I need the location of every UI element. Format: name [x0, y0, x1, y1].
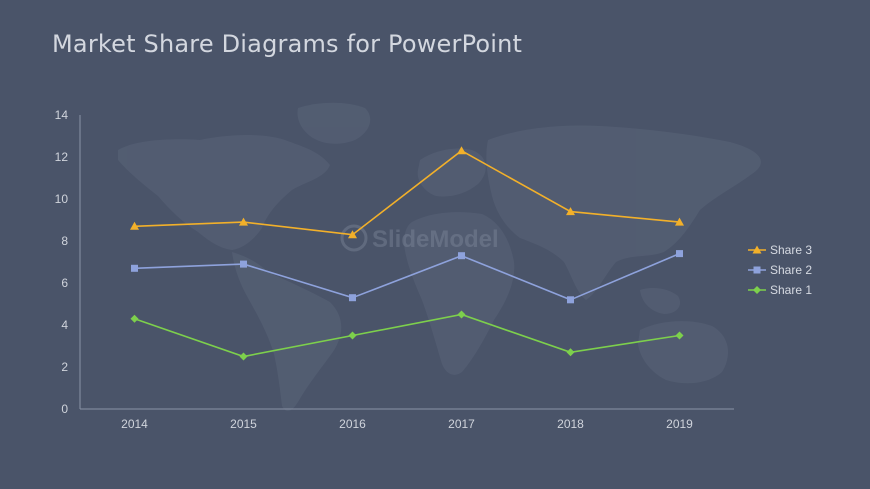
legend-item-share-2[interactable]: Share 2 — [748, 263, 812, 277]
data-point-share-3 — [239, 217, 248, 226]
data-point-share-1 — [457, 310, 466, 319]
legend-label: Share 1 — [770, 283, 812, 297]
watermark-logo: SlideModel — [340, 224, 499, 253]
series-share-2 — [131, 250, 683, 304]
data-point-share-2 — [458, 252, 465, 260]
data-point-share-2 — [349, 294, 356, 302]
series-line-share-3 — [134, 149, 680, 236]
data-point-share-3 — [457, 146, 466, 155]
series-layer — [130, 146, 684, 361]
slide-title: Market Share Diagrams for PowerPoint — [52, 30, 523, 58]
data-point-share-1 — [566, 348, 575, 357]
legend-label: Share 2 — [770, 263, 812, 277]
world-map-icon — [118, 102, 761, 411]
x-tick-label: 2016 — [339, 417, 366, 431]
y-tick-label: 0 — [61, 402, 68, 416]
legend-marker-square-icon — [753, 266, 761, 274]
chart-legend[interactable]: Share 3 Share 2 Share 1 — [748, 243, 812, 297]
legend-label: Share 3 — [770, 243, 812, 257]
series-share-1 — [130, 310, 684, 361]
x-tick-label: 2017 — [448, 417, 475, 431]
y-axis-ticks: 0 2 4 6 8 10 12 14 — [55, 108, 69, 416]
data-point-share-2 — [131, 264, 138, 272]
y-tick-label: 4 — [61, 318, 68, 332]
x-tick-label: 2014 — [121, 417, 148, 431]
data-point-share-3 — [130, 221, 139, 230]
y-tick-label: 6 — [61, 276, 68, 290]
y-tick-label: 2 — [61, 360, 68, 374]
data-point-share-3 — [348, 230, 357, 239]
legend-item-share-3[interactable]: Share 3 — [748, 243, 812, 257]
series-line-share-1 — [134, 313, 680, 358]
series-share-3 — [130, 146, 684, 239]
x-axis-ticks: 2014 2015 2016 2017 2018 2019 — [121, 417, 693, 431]
watermark-text: SlideModel — [372, 226, 499, 253]
data-point-share-2 — [676, 250, 683, 258]
y-tick-label: 12 — [55, 150, 69, 164]
x-tick-label: 2018 — [557, 417, 584, 431]
legend-marker-diamond-icon — [753, 286, 761, 294]
y-tick-label: 14 — [55, 108, 69, 122]
data-point-share-3 — [566, 207, 575, 216]
x-tick-label: 2015 — [230, 417, 257, 431]
data-point-share-2 — [567, 296, 574, 304]
series-line-share-2 — [134, 252, 680, 301]
data-point-share-3 — [675, 217, 684, 226]
y-tick-label: 8 — [61, 234, 68, 248]
data-point-share-1 — [348, 331, 357, 340]
legend-item-share-1[interactable]: Share 1 — [748, 283, 812, 297]
data-point-share-1 — [130, 314, 139, 323]
x-tick-label: 2019 — [666, 417, 693, 431]
data-point-share-1 — [239, 352, 248, 361]
y-tick-label: 10 — [55, 192, 69, 206]
data-point-share-2 — [240, 260, 247, 268]
legend-marker-triangle-icon — [752, 245, 762, 254]
watermark-logo-icon — [340, 224, 368, 252]
data-point-share-1 — [675, 331, 684, 340]
